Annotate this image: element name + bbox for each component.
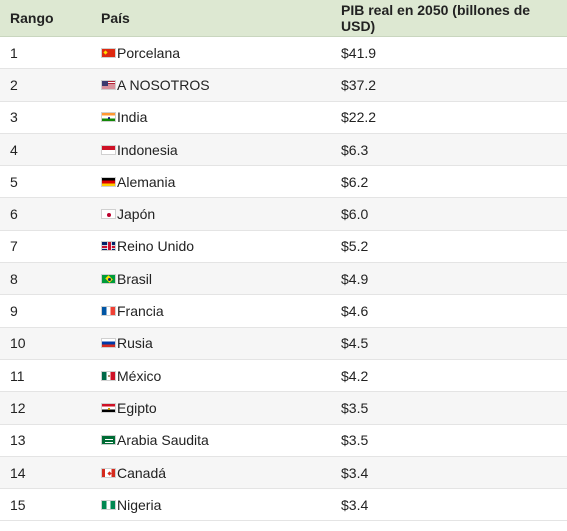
fr-flag-icon bbox=[101, 306, 116, 317]
country-cell: Francia bbox=[91, 303, 331, 319]
country-cell: México bbox=[91, 368, 331, 384]
de-flag-icon bbox=[101, 176, 116, 187]
gdp-cell: $6.2 bbox=[341, 173, 369, 190]
rank-cell: 4 bbox=[10, 141, 18, 158]
ca-flag-icon bbox=[101, 467, 116, 478]
table-row: 14 Canadá $3.4 bbox=[0, 456, 567, 490]
rank-cell: 5 bbox=[10, 173, 18, 190]
gdp-cell: $3.4 bbox=[341, 464, 369, 481]
table-row: 5 Alemania $6.2 bbox=[0, 166, 567, 199]
gb-flag-icon bbox=[101, 241, 116, 252]
mx-flag-icon bbox=[101, 370, 116, 381]
table-row: 4 Indonesia $6.3 bbox=[0, 133, 567, 167]
country-cell: Reino Unido bbox=[91, 238, 331, 254]
rank-cell: 10 bbox=[10, 335, 26, 352]
country-cell: India bbox=[91, 109, 331, 125]
gdp-cell: $41.9 bbox=[341, 44, 377, 61]
gdp-cell: $5.2 bbox=[341, 238, 369, 255]
rank-cell: 8 bbox=[10, 270, 18, 287]
table-row: 13 Arabia Saudita $3.5 bbox=[0, 425, 567, 457]
id-flag-icon bbox=[101, 144, 116, 155]
country-cell: Rusia bbox=[91, 335, 331, 351]
table-row: 7 Reino Unido $5.2 bbox=[0, 231, 567, 264]
country-cell: Brasil bbox=[91, 271, 331, 287]
table-row: 9 Francia $4.6 bbox=[0, 295, 567, 328]
ng-flag-icon bbox=[101, 499, 116, 510]
rank-cell: 9 bbox=[10, 303, 18, 320]
gdp-cell: $4.2 bbox=[341, 367, 369, 384]
country-cell: Nigeria bbox=[91, 497, 331, 513]
country-cell: Porcelana bbox=[91, 45, 331, 61]
rank-cell: 1 bbox=[10, 44, 18, 61]
country-name: Rusia bbox=[117, 335, 153, 352]
rank-cell: 3 bbox=[10, 109, 18, 126]
rank-cell: 7 bbox=[10, 238, 18, 255]
gdp-cell: $6.0 bbox=[341, 206, 369, 223]
country-cell: Egipto bbox=[91, 400, 331, 416]
table-row: 1 Porcelana $41.9 bbox=[0, 37, 567, 70]
table-header: Rango País PIB real en 2050 (billones de… bbox=[0, 0, 567, 37]
country-name: Egipto bbox=[117, 399, 157, 416]
country-name: Nigeria bbox=[117, 496, 162, 513]
header-country[interactable]: País bbox=[101, 10, 130, 26]
rank-cell: 15 bbox=[10, 496, 26, 513]
in-flag-icon bbox=[101, 112, 116, 123]
header-gdp[interactable]: PIB real en 2050 (billones de USD) bbox=[341, 2, 531, 34]
br-flag-icon bbox=[101, 273, 116, 284]
country-name: Japón bbox=[117, 206, 156, 223]
country-name: Francia bbox=[117, 303, 164, 320]
ru-flag-icon bbox=[101, 338, 116, 349]
country-name: Reino Unido bbox=[117, 238, 195, 255]
rank-cell: 12 bbox=[10, 399, 26, 416]
rank-cell: 11 bbox=[10, 367, 25, 384]
country-cell: A NOSOTROS bbox=[91, 77, 331, 93]
header-rank[interactable]: Rango bbox=[10, 10, 54, 26]
rank-cell: 6 bbox=[10, 206, 18, 223]
table-row: 11 México $4.2 bbox=[0, 360, 567, 393]
sa-flag-icon bbox=[101, 435, 116, 446]
country-name: Brasil bbox=[117, 270, 153, 287]
rank-cell: 2 bbox=[10, 76, 18, 93]
country-name: Canadá bbox=[117, 464, 167, 481]
table-row: 3 India $22.2 bbox=[0, 102, 567, 134]
eg-flag-icon bbox=[101, 402, 116, 413]
country-cell: Canadá bbox=[91, 465, 331, 481]
country-name: A NOSOTROS bbox=[117, 76, 210, 93]
gdp-cell: $3.4 bbox=[341, 496, 369, 513]
gdp-cell: $6.3 bbox=[341, 141, 369, 158]
country-name: Alemania bbox=[117, 173, 176, 190]
country-name: India bbox=[117, 109, 148, 126]
country-cell: Arabia Saudita bbox=[91, 432, 331, 448]
table-row: 2 A NOSOTROS $37.2 bbox=[0, 69, 567, 102]
cn-flag-icon bbox=[101, 47, 116, 58]
country-cell: Alemania bbox=[91, 174, 331, 190]
country-cell: Japón bbox=[91, 206, 331, 222]
table-row: 8 Brasil $4.9 bbox=[0, 263, 567, 296]
rank-cell: 14 bbox=[10, 464, 26, 481]
country-name: México bbox=[117, 367, 162, 384]
gdp-cell: $37.2 bbox=[341, 76, 377, 93]
table-row: 6 Japón $6.0 bbox=[0, 198, 567, 231]
gdp-cell: $4.6 bbox=[341, 303, 369, 320]
gdp-cell: $3.5 bbox=[341, 399, 369, 416]
jp-flag-icon bbox=[101, 209, 116, 220]
us-flag-icon bbox=[101, 79, 116, 90]
table-row: 12 Egipto $3.5 bbox=[0, 392, 567, 425]
country-cell: Indonesia bbox=[91, 142, 331, 158]
country-name: Arabia Saudita bbox=[117, 432, 209, 449]
gdp-cell: $4.5 bbox=[341, 335, 369, 352]
rank-cell: 13 bbox=[10, 432, 26, 449]
gdp-cell: $3.5 bbox=[341, 432, 369, 449]
gdp-cell: $4.9 bbox=[341, 270, 369, 287]
table-row: 15 Nigeria $3.4 bbox=[0, 489, 567, 522]
table-row: 10 Rusia $4.5 bbox=[0, 327, 567, 360]
country-name: Indonesia bbox=[117, 141, 178, 158]
country-name: Porcelana bbox=[117, 44, 181, 61]
gdp-cell: $22.2 bbox=[341, 109, 377, 126]
